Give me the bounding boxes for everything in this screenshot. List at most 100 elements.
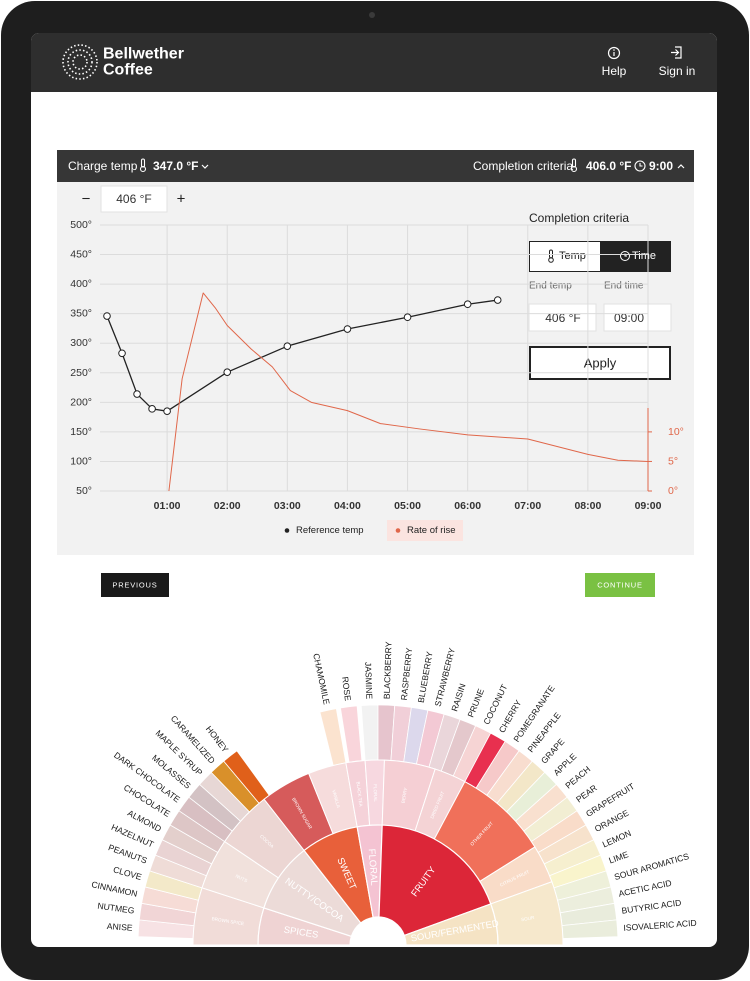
subcategory-label: BLACK TEA bbox=[355, 781, 363, 808]
charge-label: Charge temp bbox=[68, 159, 138, 173]
stepper-plus[interactable]: + bbox=[177, 191, 186, 208]
end-temp-input[interactable] bbox=[528, 303, 597, 332]
end-time-input[interactable] bbox=[603, 303, 672, 332]
subcategory-label: NUTS bbox=[235, 873, 248, 883]
y-tick-label: 400° bbox=[70, 278, 92, 290]
continue-label: CONTINUE bbox=[597, 581, 643, 590]
field-label: End time bbox=[604, 281, 644, 292]
previous-label: PREVIOUS bbox=[112, 581, 157, 590]
subcategory-label: FLORAL bbox=[373, 784, 378, 802]
subcategory-label: VANILLA bbox=[331, 789, 341, 809]
category-label: FLORAL bbox=[366, 848, 380, 886]
x-tick-label: 04:00 bbox=[334, 500, 361, 512]
series-line bbox=[168, 292, 649, 492]
point-marker bbox=[148, 405, 156, 413]
point-marker bbox=[343, 325, 352, 333]
flavor-label: JASMINE bbox=[363, 662, 374, 700]
camera bbox=[369, 12, 375, 18]
apply-button[interactable] bbox=[529, 346, 671, 380]
stepper-input[interactable] bbox=[100, 185, 168, 213]
point-marker bbox=[163, 407, 171, 416]
apply-label: Apply bbox=[584, 356, 617, 371]
legend-swatch bbox=[284, 528, 290, 533]
point-marker bbox=[223, 368, 232, 376]
help-button[interactable]: Help bbox=[602, 46, 627, 79]
point-marker bbox=[103, 312, 111, 320]
point-marker bbox=[133, 390, 141, 398]
completion-temp: 406.0 °F bbox=[586, 159, 632, 173]
end-temp-value: 406 °F bbox=[545, 311, 580, 325]
subcategory-label: BROWN SPICE bbox=[211, 916, 244, 926]
y-tick-label: 450° bbox=[70, 249, 92, 261]
point-marker bbox=[493, 296, 502, 304]
y2-tick-label: 0° bbox=[668, 485, 678, 497]
point-marker bbox=[403, 313, 412, 322]
y-tick-label: 100° bbox=[70, 455, 92, 467]
completion-label: Completion criteria bbox=[473, 159, 573, 173]
chevron-up bbox=[677, 164, 685, 169]
toggle-time[interactable] bbox=[600, 241, 671, 272]
sign-in-label: Sign in bbox=[659, 64, 696, 78]
chart: 50° 100° 150° 200° 250° 300° 350° 400° 450° 500° 0… bbox=[70, 219, 684, 541]
wheel-hub bbox=[350, 917, 406, 947]
y2-tick-label: 5° bbox=[668, 455, 678, 467]
x-tick-label: 05:00 bbox=[394, 500, 421, 512]
help-label: Help bbox=[602, 64, 627, 78]
toggle-label: Time bbox=[632, 250, 656, 262]
screen: Bellwether Coffee Help Sign in Charge te… bbox=[31, 33, 717, 947]
y2-tick-label: 10° bbox=[668, 426, 684, 438]
charge-value: 347.0 °F bbox=[153, 159, 199, 173]
sign-in-icon bbox=[671, 46, 682, 59]
flavor-label: ANISE bbox=[107, 921, 134, 933]
legend-label: Reference temp bbox=[296, 525, 364, 536]
stepper-value: 406 °F bbox=[116, 192, 151, 206]
y-tick-label: 200° bbox=[70, 396, 92, 408]
x-tick-label: 08:00 bbox=[574, 500, 601, 512]
x-tick-label: 06:00 bbox=[454, 500, 481, 512]
logo bbox=[62, 44, 98, 80]
field-label: End temp bbox=[529, 281, 572, 292]
panel-title: Completion criteria bbox=[529, 211, 629, 225]
settings-bar[interactable] bbox=[57, 150, 694, 182]
point-marker bbox=[283, 342, 292, 350]
toggle-label: Temp bbox=[559, 250, 586, 262]
clock-icon bbox=[634, 160, 646, 172]
previous-button[interactable] bbox=[101, 573, 169, 597]
point-marker bbox=[118, 349, 126, 358]
continue-button[interactable] bbox=[585, 573, 655, 597]
point-marker bbox=[463, 300, 472, 309]
sign-in-button[interactable]: Sign in bbox=[659, 46, 696, 78]
brand: Coffee bbox=[103, 62, 153, 79]
y-tick-label: 500° bbox=[70, 219, 92, 231]
y-tick-label: 150° bbox=[70, 426, 92, 438]
x-tick-label: 02:00 bbox=[214, 500, 241, 512]
legend-highlight bbox=[387, 520, 463, 541]
y-tick-label: 300° bbox=[70, 337, 92, 349]
x-tick-label: 07:00 bbox=[514, 500, 541, 512]
help-icon bbox=[607, 46, 621, 60]
x-tick-label: 09:00 bbox=[635, 500, 662, 512]
x-tick-label: 01:00 bbox=[154, 500, 181, 512]
toggle-temp[interactable] bbox=[529, 241, 601, 272]
flavor-label: BLACKBERRY bbox=[382, 641, 394, 699]
subcategory-label: SOUR bbox=[521, 915, 536, 922]
flavor-label: ROSE bbox=[340, 676, 353, 702]
end-time-value: 09:00 bbox=[614, 311, 644, 325]
subcategory-label: BERRY bbox=[401, 787, 409, 803]
y-tick-label: 50° bbox=[76, 485, 92, 497]
clock-icon bbox=[639, 163, 643, 167]
legend-label: Rate of rise bbox=[407, 525, 456, 536]
completion-time: 9:00 bbox=[649, 159, 673, 173]
brand: Bellwether bbox=[103, 46, 184, 63]
chevron-down bbox=[201, 164, 209, 169]
y-tick-label: 250° bbox=[70, 367, 92, 379]
help-icon bbox=[613, 49, 615, 51]
stepper-minus[interactable]: − bbox=[82, 191, 91, 208]
y-tick-label: 350° bbox=[70, 308, 92, 320]
legend-swatch bbox=[395, 528, 401, 533]
app-header bbox=[31, 33, 717, 92]
x-tick-label: 03:00 bbox=[274, 500, 301, 512]
category-label: SPICES bbox=[283, 925, 319, 941]
